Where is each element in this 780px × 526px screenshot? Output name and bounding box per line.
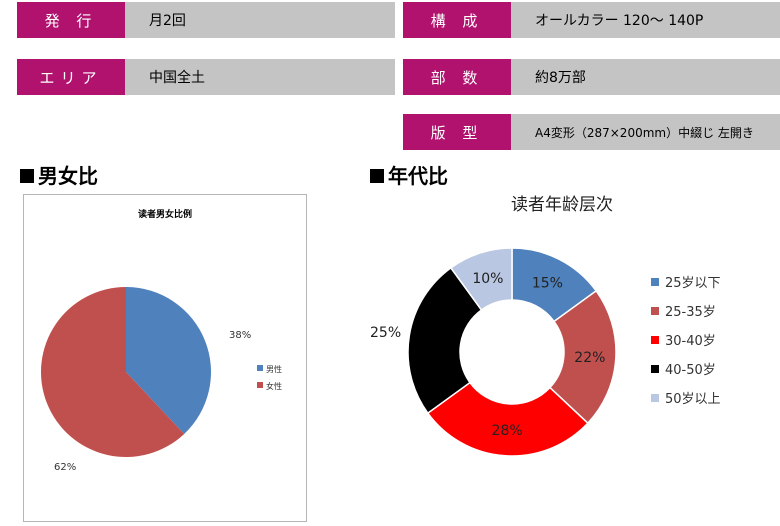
legend-swatch: [651, 336, 659, 344]
info-row-composition: 構 成 オールカラー 120〜 140P: [403, 2, 780, 38]
legend-label: 女性: [266, 381, 282, 391]
square-bullet-icon: [370, 169, 384, 183]
info-row-frequency: 発 行 月2回: [17, 2, 395, 38]
slice-label: 22%: [574, 350, 605, 366]
info-label: 部 数: [403, 59, 511, 95]
slice-label: 25%: [370, 325, 401, 341]
section-title-text: 年代比: [388, 164, 448, 188]
donut-slice-4: [407, 266, 483, 415]
info-value: 約8万部: [511, 59, 780, 95]
slice-label: 38%: [229, 330, 251, 341]
legend-swatch: [257, 382, 263, 388]
slice-label: 28%: [492, 423, 523, 439]
info-row-area: エリア 中国全土: [17, 59, 395, 95]
info-label: 構 成: [403, 2, 511, 38]
legend-swatch: [651, 278, 659, 286]
slice-label: 62%: [54, 462, 76, 473]
legend-label: 男性: [266, 364, 282, 374]
info-value: A4変形（287×200mm）中綴じ 左開き: [511, 114, 780, 150]
info-label: エリア: [17, 59, 125, 95]
info-row-circulation: 部 数 約8万部: [403, 59, 780, 95]
info-label: 発 行: [17, 2, 125, 38]
legend-label: 40-50岁: [665, 363, 716, 378]
legend-label: 25-35岁: [665, 305, 716, 320]
chart-title: 读者年龄层次: [511, 195, 613, 215]
info-row-format: 版 型 A4変形（287×200mm）中綴じ 左開き: [403, 114, 780, 150]
donut-slice-2: [548, 289, 617, 425]
chart-title: 读者男女比例: [138, 208, 192, 220]
legend-label: 50岁以上: [665, 392, 721, 407]
info-label: 版 型: [403, 114, 511, 150]
donut-slice-3: [426, 381, 589, 457]
pie-slice-2: [40, 287, 185, 457]
legend-swatch: [651, 307, 659, 315]
info-value: 月2回: [125, 2, 395, 38]
slice-label: 15%: [532, 276, 563, 292]
donut-slice-5: [449, 247, 513, 311]
legend-swatch: [257, 365, 263, 371]
section-title-text: 男女比: [38, 164, 98, 188]
age-donut-chart: 读者年龄层次 15% 22% 28% 25% 10% 25岁以下 25-35岁 30-40岁 40…: [370, 195, 721, 457]
slice-label: 10%: [472, 271, 503, 287]
gender-chart-frame: 读者男女比例 38% 62% 男性女性: [23, 194, 307, 522]
info-value: 中国全土: [125, 59, 395, 95]
info-value: オールカラー 120〜 140P: [511, 2, 780, 38]
square-bullet-icon: [20, 169, 34, 183]
legend-label: 25岁以下: [665, 276, 721, 291]
legend-swatch: [651, 394, 659, 402]
section-title-age: 年代比: [370, 160, 448, 189]
section-title-gender: 男女比: [20, 160, 98, 189]
pie-slice-1: [126, 287, 211, 434]
legend-label: 30-40岁: [665, 334, 716, 349]
legend-swatch: [651, 365, 659, 373]
